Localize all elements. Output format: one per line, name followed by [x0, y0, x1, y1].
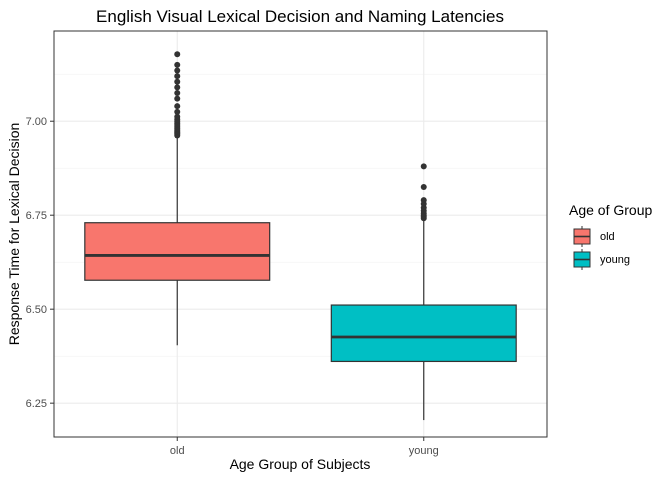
box-iqr	[84, 222, 271, 281]
y-tick-label: 7.00	[26, 116, 47, 128]
legend-key-young	[573, 249, 591, 270]
outlier-point	[174, 90, 181, 97]
box-old	[84, 51, 271, 346]
outlier-point	[174, 73, 181, 80]
outlier-point	[174, 108, 181, 115]
box-iqr	[330, 304, 517, 363]
chart-title: English Visual Lexical Decision and Nami…	[96, 7, 504, 26]
outlier-point	[174, 103, 181, 110]
y-tick-label: 6.75	[26, 210, 47, 222]
legend-title: Age of Group	[569, 202, 652, 218]
plot-panel-border	[53, 30, 548, 438]
legend-key-old	[573, 226, 591, 247]
y-tick-label: 6.25	[26, 398, 47, 410]
y-tick-label: 6.50	[26, 304, 47, 316]
x-axis-title: Age Group of Subjects	[230, 456, 371, 472]
outlier-point	[420, 184, 427, 191]
outlier-point	[174, 61, 181, 68]
legend-label: young	[600, 254, 630, 266]
outlier-point	[420, 197, 427, 204]
box-young	[330, 163, 517, 421]
legend: Age of Group old young	[569, 202, 652, 270]
outlier-point	[174, 113, 181, 120]
outlier-point	[174, 78, 181, 85]
legend-label: old	[600, 231, 615, 243]
outlier-point	[174, 95, 181, 102]
outlier-point	[420, 163, 427, 170]
axes: 6.25 6.50 6.75 7.00 old young	[26, 116, 439, 457]
x-tick-label: young	[409, 445, 439, 457]
outlier-point	[174, 84, 181, 91]
box-layer	[84, 51, 517, 421]
y-axis-title: Response Time for Lexical Decision	[6, 123, 22, 346]
outlier-point	[174, 51, 181, 58]
outlier-point	[174, 67, 181, 74]
x-tick-label: old	[170, 445, 185, 457]
